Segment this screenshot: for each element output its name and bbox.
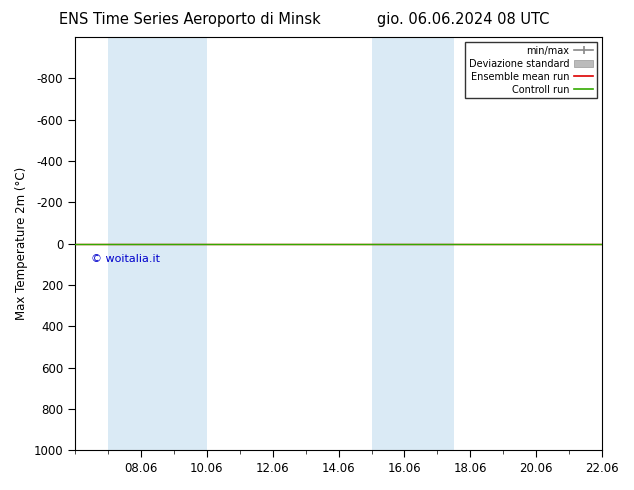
Bar — [108, 37, 207, 450]
Y-axis label: Max Temperature 2m (°C): Max Temperature 2m (°C) — [15, 167, 28, 320]
Bar — [372, 37, 454, 450]
Legend: min/max, Deviazione standard, Ensemble mean run, Controll run: min/max, Deviazione standard, Ensemble m… — [465, 42, 597, 98]
Text: ENS Time Series Aeroporto di Minsk: ENS Time Series Aeroporto di Minsk — [60, 12, 321, 27]
Text: © woitalia.it: © woitalia.it — [91, 254, 160, 264]
Text: gio. 06.06.2024 08 UTC: gio. 06.06.2024 08 UTC — [377, 12, 549, 27]
